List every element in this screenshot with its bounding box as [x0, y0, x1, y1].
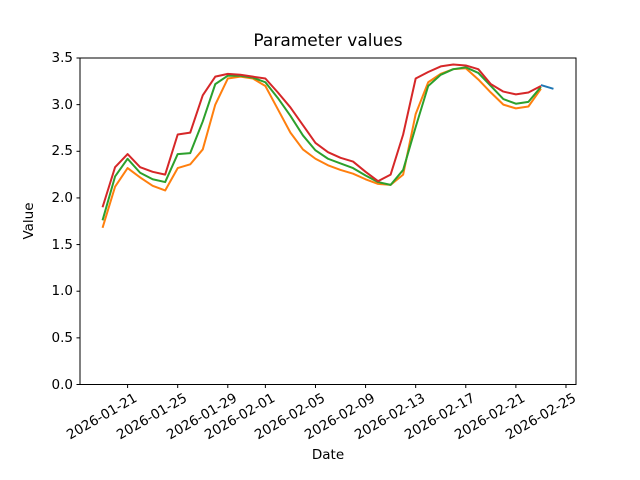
line-parameter-orange	[101, 67, 542, 229]
y-tick-label: 1.0	[51, 283, 73, 300]
y-tick-label: 2.5	[51, 143, 73, 160]
axes-spines	[79, 57, 577, 385]
y-tick-label: 0.5	[51, 329, 73, 346]
line-parameter-green	[101, 66, 542, 221]
chart-title: Parameter values	[253, 31, 403, 51]
line-parameter-red	[101, 63, 542, 208]
y-tick-label: 1.5	[51, 236, 73, 253]
line-forecast-blue	[540, 84, 554, 90]
y-tick-label: 2.0	[51, 189, 73, 206]
x-axis-label: Date	[311, 447, 345, 463]
y-tick-label: 0.0	[51, 376, 73, 393]
y-tick-label: 3.5	[51, 50, 73, 66]
y-tick-label: 3.0	[51, 96, 73, 113]
